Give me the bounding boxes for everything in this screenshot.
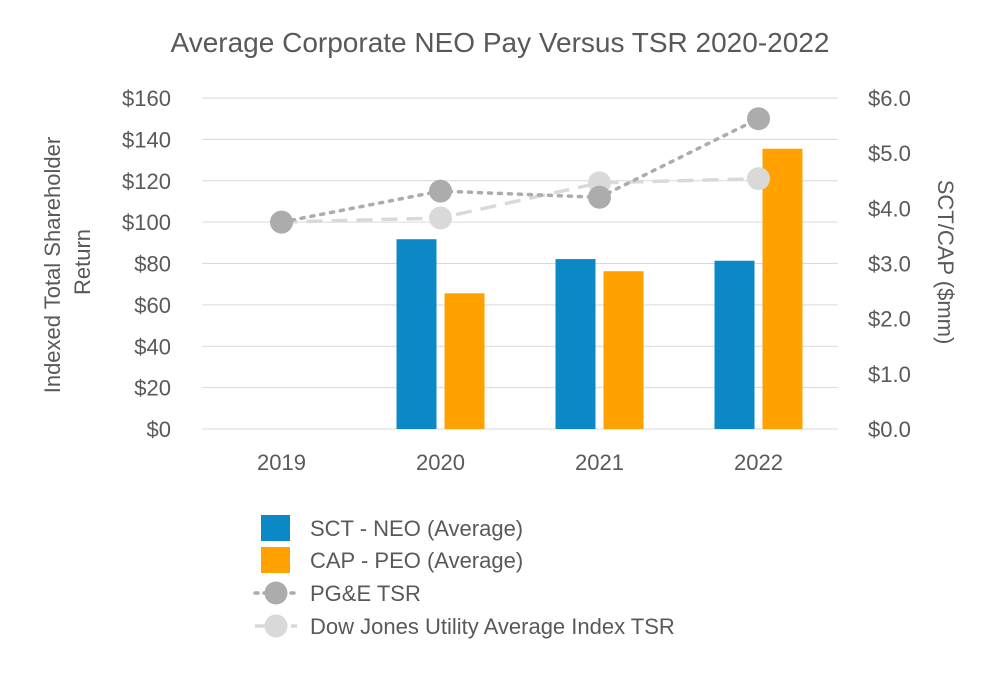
left-tick-label: $0 <box>147 417 171 442</box>
legend-swatch <box>261 547 290 573</box>
data-point <box>429 179 452 203</box>
data-point <box>429 206 452 230</box>
right-tick-label: $2.0 <box>868 307 911 332</box>
right-axis-ticks: $0.0 $1.0 $2.0 $3.0 $4.0 $5.0 $6.0 <box>868 86 911 442</box>
data-point <box>747 167 770 191</box>
legend-label: PG&E TSR <box>310 581 421 606</box>
left-tick-label: $160 <box>122 86 171 111</box>
series-line <box>281 176 759 224</box>
x-axis-labels: 2019 2020 2021 2022 <box>257 450 783 475</box>
left-tick-label: $120 <box>122 169 171 194</box>
x-tick-label: 2020 <box>416 450 465 475</box>
bar <box>762 148 803 429</box>
bar <box>396 239 437 429</box>
right-tick-label: $1.0 <box>868 362 911 387</box>
legend-label: SCT - NEO (Average) <box>310 516 523 541</box>
right-tick-label: $6.0 <box>868 86 911 111</box>
legend-label: CAP - PEO (Average) <box>310 548 523 573</box>
bar <box>444 293 485 429</box>
right-tick-label: $3.0 <box>868 252 911 277</box>
data-point <box>588 185 611 209</box>
bars <box>396 148 803 429</box>
left-tick-label: $80 <box>134 252 171 277</box>
bar <box>714 260 755 429</box>
left-tick-label: $60 <box>134 293 171 318</box>
x-tick-label: 2022 <box>734 450 783 475</box>
legend-swatch <box>261 515 290 541</box>
data-point <box>270 210 293 234</box>
bar <box>603 271 644 429</box>
left-tick-label: $40 <box>134 334 171 359</box>
bar <box>555 259 596 429</box>
left-axis-title: Indexed Total Shareholder Return <box>40 131 95 394</box>
right-tick-label: $4.0 <box>868 196 911 221</box>
left-tick-label: $20 <box>134 376 171 401</box>
right-tick-label: $5.0 <box>868 141 911 166</box>
left-axis-title-line-2: Return <box>70 229 95 295</box>
series-line <box>279 116 761 224</box>
left-tick-label: $100 <box>122 210 171 235</box>
x-tick-label: 2019 <box>257 450 306 475</box>
data-point <box>747 107 770 131</box>
x-tick-label: 2021 <box>575 450 624 475</box>
right-tick-label: $0.0 <box>868 417 911 442</box>
legend-marker <box>264 581 288 605</box>
lines <box>270 107 770 234</box>
legend: SCT - NEO (Average) CAP - PEO (Average) PG… <box>253 515 675 639</box>
chart-title: Average Corporate NEO Pay Versus TSR 202… <box>171 27 830 58</box>
legend-marker <box>264 614 288 638</box>
left-axis-ticks: $0 $20 $40 $60 $80 $100 $120 $140 $160 <box>122 86 171 442</box>
legend-label: Dow Jones Utility Average Index TSR <box>310 614 675 639</box>
left-tick-label: $140 <box>122 127 171 152</box>
right-axis-title: SCT/CAP ($mm) <box>933 180 958 345</box>
left-axis-title-line-1: Indexed Total Shareholder <box>40 137 65 393</box>
